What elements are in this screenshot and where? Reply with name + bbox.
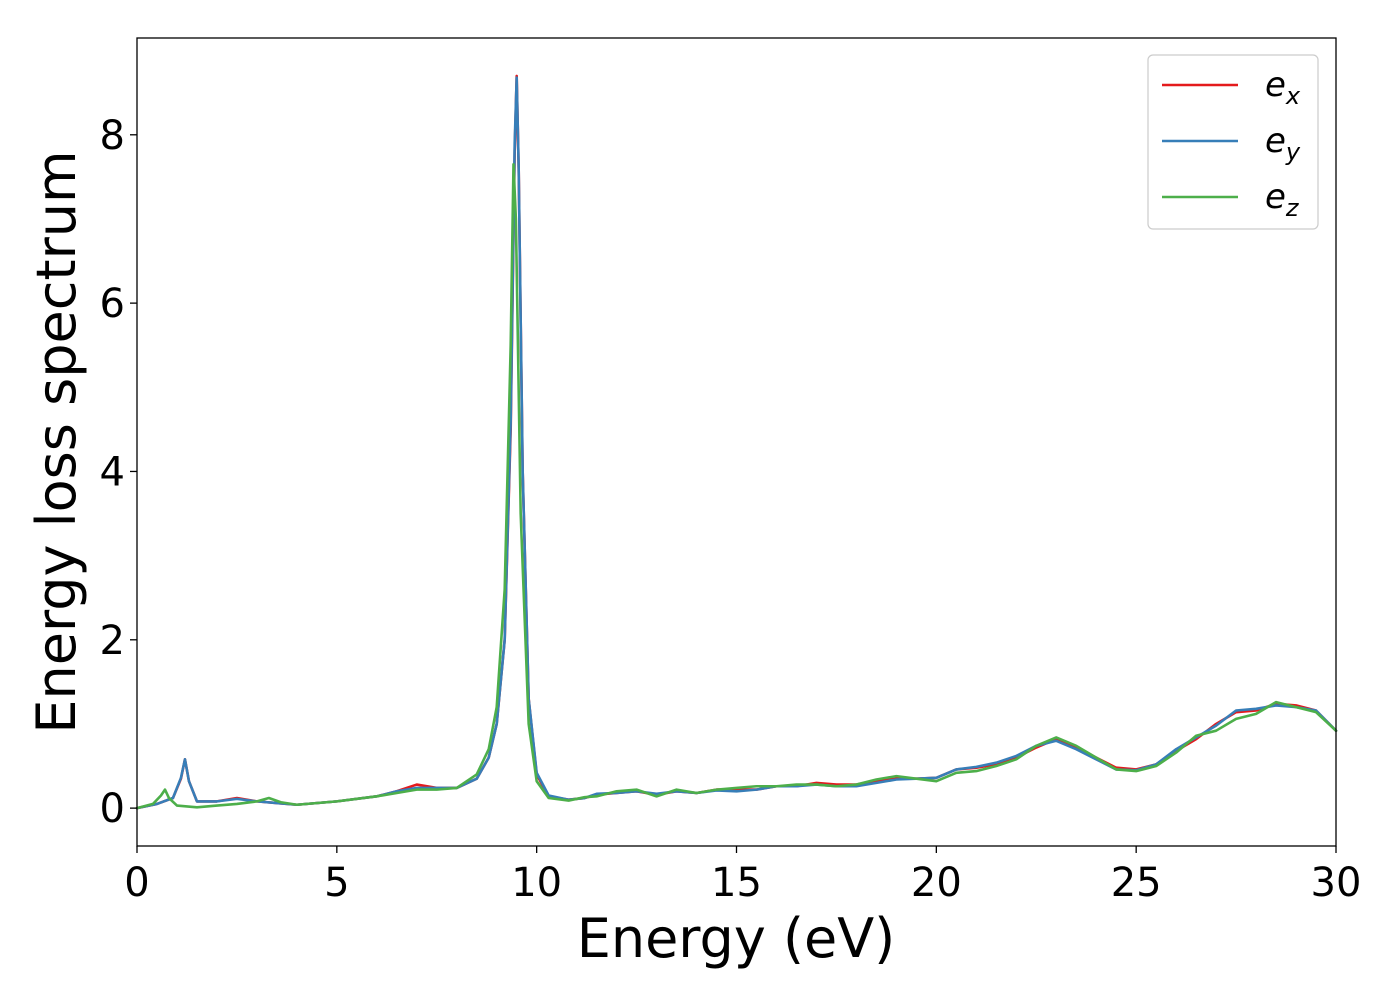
x-tick-label: 5	[324, 860, 349, 906]
y-tick-label: 2	[100, 618, 125, 664]
y-tick-label: 4	[100, 449, 125, 495]
series-line-z	[135, 162, 1338, 810]
legend-label-y: ey	[1265, 121, 1301, 166]
y-axis-title: Energy loss spectrum	[25, 150, 88, 733]
x-tick-label: 30	[1311, 860, 1362, 906]
y-tick-label: 8	[100, 113, 125, 159]
legend-label-x: ex	[1265, 65, 1301, 110]
x-tick-label: 15	[711, 860, 762, 906]
x-axis-title: Energy (eV)	[577, 907, 896, 970]
x-tick-label: 20	[911, 860, 962, 906]
y-tick-label: 0	[100, 786, 125, 832]
plot-lines	[135, 74, 1338, 810]
x-tick-label: 25	[1111, 860, 1162, 906]
y-tick-label: 6	[100, 281, 125, 327]
x-tick-label: 10	[511, 860, 562, 906]
x-axis: 0 5 10 15 20 25 30	[124, 846, 1361, 906]
x-tick-label: 0	[124, 860, 149, 906]
y-axis: 0 2 4 6 8	[100, 113, 137, 832]
